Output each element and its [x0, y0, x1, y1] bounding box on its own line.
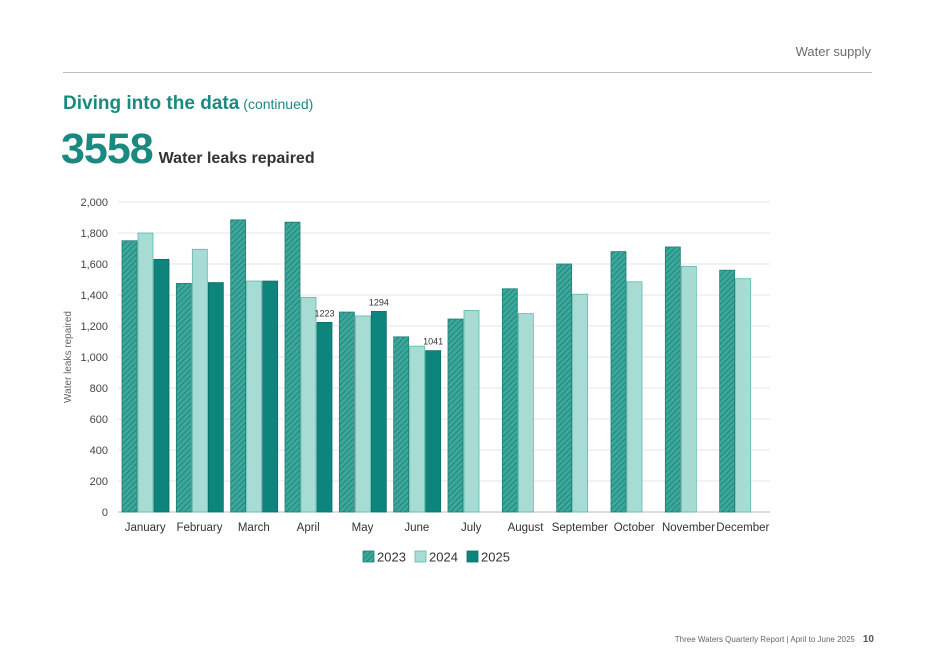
bar-2024-may [354, 315, 371, 513]
x-tick-label: October [614, 522, 655, 534]
bar-2025-march [262, 280, 279, 513]
footer-report: Three Waters Quarterly Report | April to… [674, 635, 855, 644]
x-tick-label: January [125, 522, 166, 534]
x-tick-label: May [352, 522, 374, 534]
labels: 0 200 400 600 800 1,000 1,200 1,400 1,600 1,800 2,… [63, 197, 770, 534]
legend-label-2023: 2023 [377, 550, 406, 565]
x-tick-label: August [508, 522, 545, 534]
bar-2023-april [284, 221, 301, 513]
y-tick-label: 400 [90, 445, 108, 457]
y-tick-label: 800 [90, 383, 108, 395]
heading-title: Diving into the data [63, 93, 240, 114]
bar-2024-july [463, 310, 480, 513]
x-tick-label: December [716, 522, 769, 534]
y-axis-title: Water leaks repaired [63, 311, 74, 403]
legend-swatch-2024 [414, 550, 427, 563]
legend-swatch-2025 [466, 550, 479, 563]
bar-2024-november [680, 265, 697, 513]
y-tick-label: 1,600 [80, 259, 108, 271]
bar-2025-april [316, 322, 333, 513]
x-tick-label: November [662, 522, 715, 534]
gridlines [118, 201, 770, 513]
stat-value: 3558 [61, 125, 154, 173]
stat-block: 3558 Water leaks repaired [61, 125, 315, 174]
bar-2023-january [121, 240, 138, 513]
bar-2023-december [719, 269, 736, 513]
bar-2024-october [626, 281, 643, 513]
legend-label-2024: 2024 [429, 550, 458, 565]
y-tick-label: 200 [90, 476, 108, 488]
bar-2025-february [207, 282, 224, 513]
footer: Three Waters Quarterly Report | April to… [675, 634, 874, 645]
y-tick-label: 1,200 [80, 321, 108, 333]
y-tick-label: 1,400 [80, 290, 108, 302]
bar-2023-september [556, 263, 573, 513]
bar-2023-june [393, 336, 410, 513]
bar-2023-november [664, 246, 681, 513]
bar-2024-march [246, 280, 263, 513]
stat-label: Water leaks repaired [158, 150, 315, 167]
bar-2024-december [735, 278, 752, 513]
bar-2023-may [338, 311, 355, 513]
page-number: 10 [862, 634, 874, 645]
bar-2024-february [191, 248, 208, 513]
bar-2024-april [300, 296, 317, 513]
x-tick-label: June [404, 522, 429, 534]
legend: 2023 2024 2025 [362, 550, 510, 565]
header-divider [63, 72, 872, 73]
y-tick-label: 600 [90, 414, 108, 426]
x-tick-label: July [461, 522, 482, 534]
x-tick-label: April [297, 522, 320, 534]
y-tick-label: 1,800 [80, 228, 108, 240]
section-label: Water supply [795, 44, 871, 59]
bar-2024-september [572, 293, 589, 513]
bar-2023-october [610, 251, 627, 513]
bars [121, 219, 752, 513]
section-heading: Diving into the data (continued) [63, 93, 313, 115]
bar-2023-march [230, 219, 247, 513]
x-tick-label: September [552, 522, 608, 534]
x-tick-label: March [238, 522, 270, 534]
legend-swatch-2023 [362, 550, 375, 563]
bar-2025-may [370, 311, 387, 513]
y-tick-label: 1,000 [80, 352, 108, 364]
bar-2023-august [501, 288, 518, 513]
bar-2024-august [517, 313, 534, 513]
heading-subtitle: (continued) [243, 96, 314, 112]
bar-2025-january [153, 258, 170, 513]
y-tick-label: 2,000 [80, 197, 108, 209]
bar-2024-june [409, 345, 426, 513]
data-label: 1041 [423, 337, 443, 347]
bar-2023-july [447, 318, 464, 513]
x-tick-label: February [176, 522, 222, 534]
legend-label-2025: 2025 [481, 550, 510, 565]
bar-2024-january [137, 232, 154, 513]
bar-2025-june [425, 350, 442, 513]
bar-2023-february [175, 282, 192, 513]
data-label: 1294 [369, 297, 389, 307]
y-tick-label: 0 [102, 507, 108, 519]
data-label: 1223 [314, 308, 334, 318]
